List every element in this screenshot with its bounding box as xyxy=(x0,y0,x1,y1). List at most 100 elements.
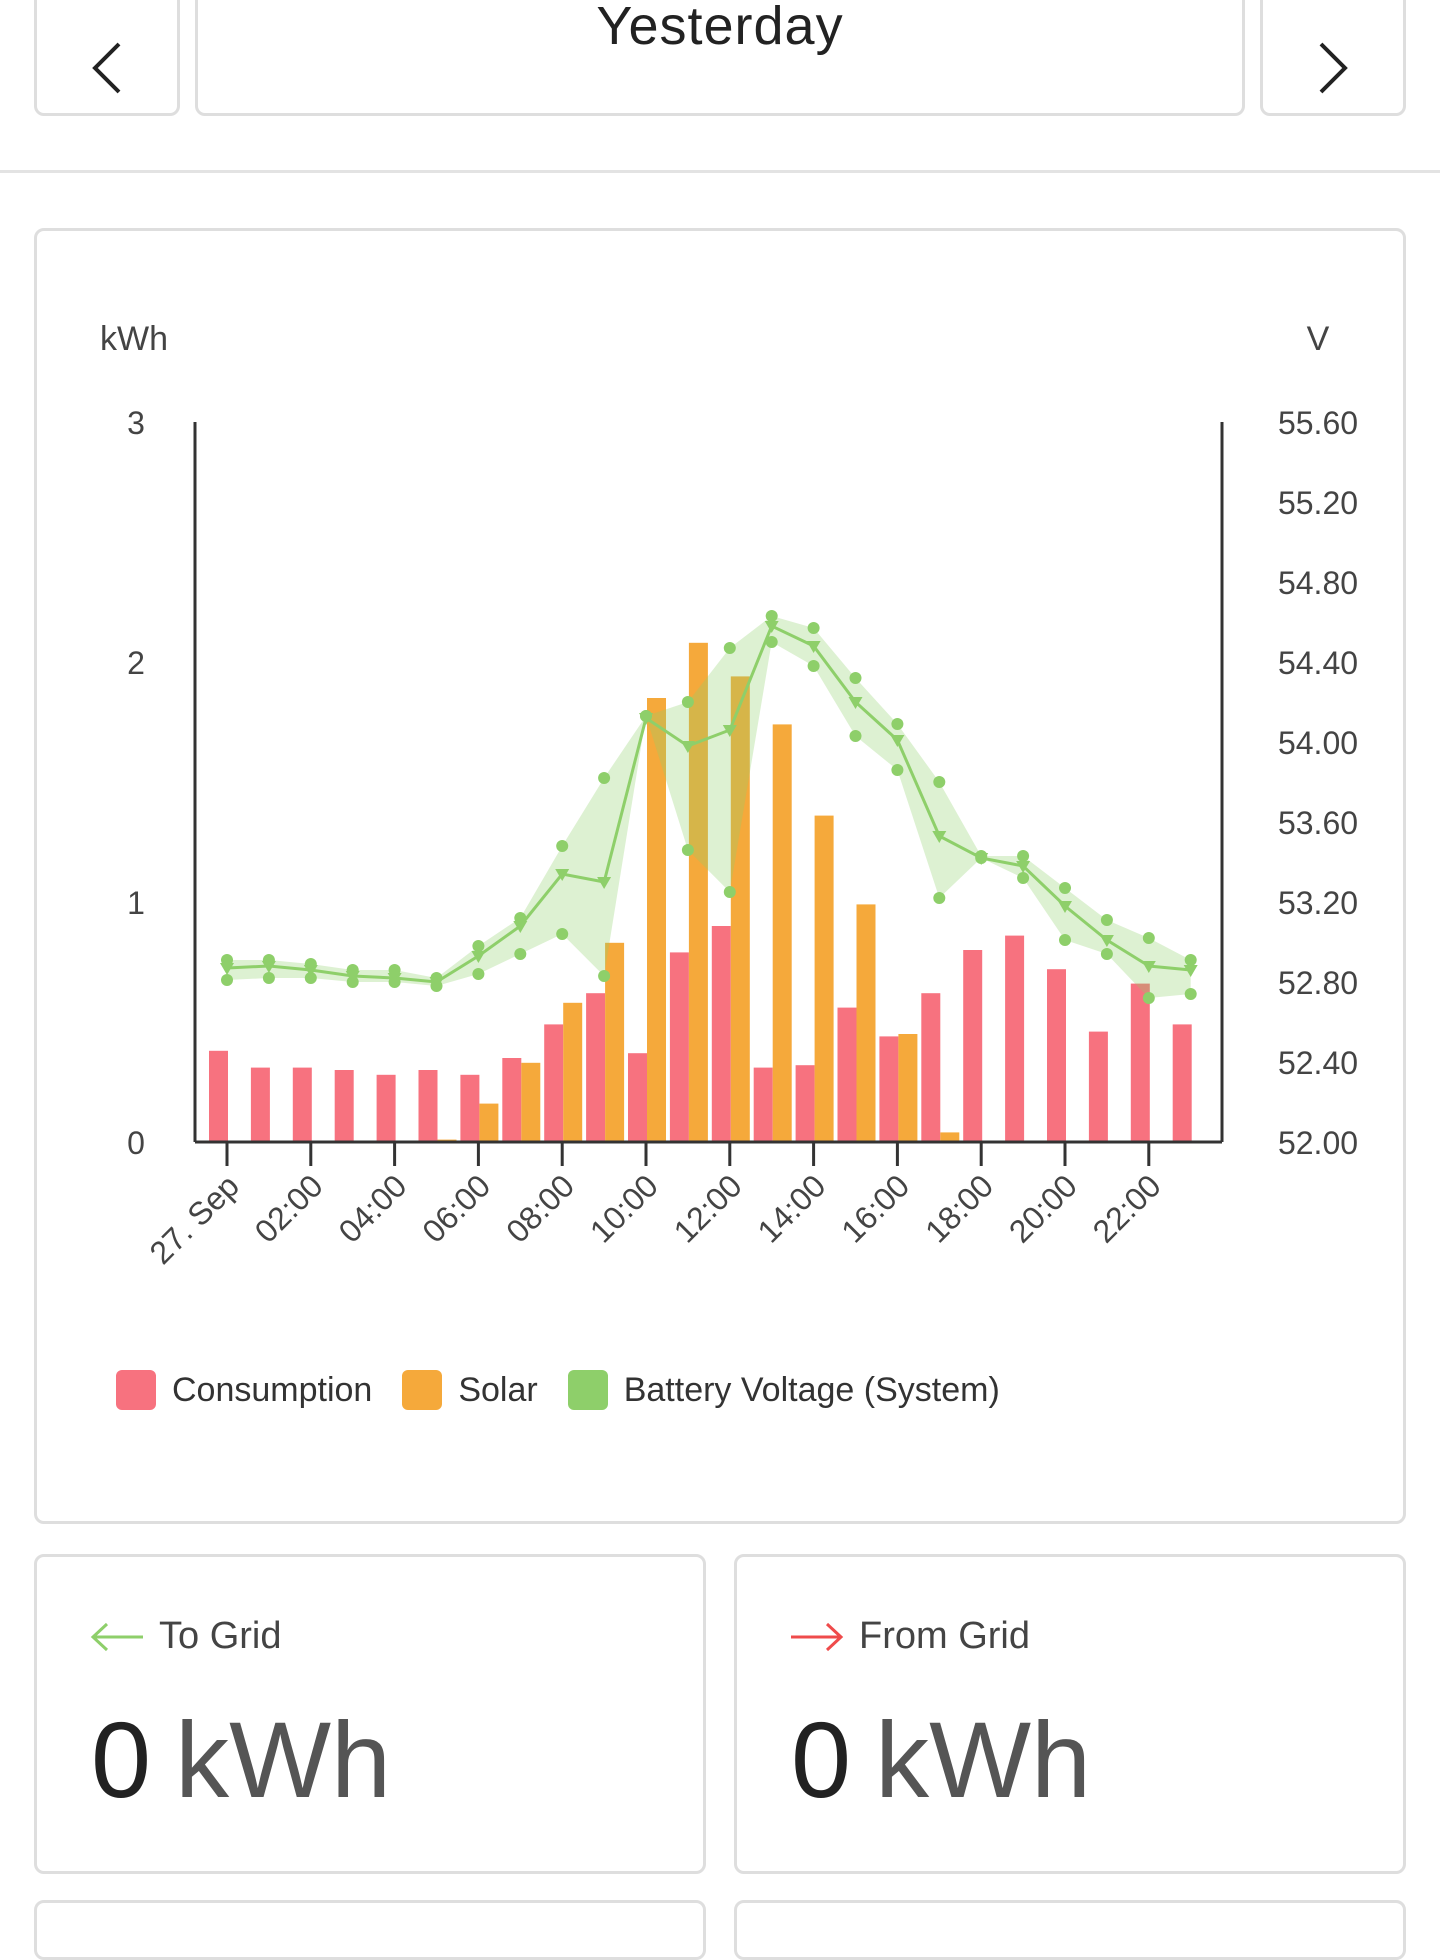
left-axis-unit: kWh xyxy=(100,320,168,358)
battery-voltage-avg-point xyxy=(1058,901,1072,913)
legend-label-consumption: Consumption xyxy=(172,1370,373,1409)
date-selector[interactable]: Yesterday xyxy=(195,0,1245,116)
solar-bar xyxy=(772,724,792,1142)
x-axis-tick-label: 10:00 xyxy=(583,1167,665,1249)
battery-voltage-line xyxy=(226,623,1191,984)
battery-voltage-avg-point xyxy=(1016,861,1031,873)
consumption-bar xyxy=(502,1058,522,1142)
from-grid-number: 0 xyxy=(791,1699,852,1820)
battery-voltage-min-point xyxy=(849,730,862,742)
x-axis-tick-label: 08:00 xyxy=(499,1167,581,1249)
battery-voltage-max-point xyxy=(1142,932,1155,944)
battery-voltage-max-point xyxy=(891,718,904,730)
battery-voltage-avg-point xyxy=(387,973,402,985)
consumption-bar xyxy=(544,1024,564,1142)
right-axis-tick-label: 55.20 xyxy=(1278,485,1358,521)
battery-voltage-avg-point xyxy=(974,853,989,865)
from-grid-card[interactable]: From Grid 0 kWh xyxy=(734,1554,1406,1874)
right-axis-tick-label: 53.20 xyxy=(1278,885,1358,921)
to-grid-value: 0 kWh xyxy=(91,1697,391,1822)
right-axis-tick-label: 54.40 xyxy=(1278,645,1358,681)
legend-item-battery-voltage[interactable]: Battery Voltage (System) xyxy=(567,1370,1000,1410)
right-axis-tick-label: 52.40 xyxy=(1278,1045,1358,1081)
previous-day-button[interactable] xyxy=(34,0,180,116)
battery-voltage-max-point xyxy=(681,696,694,708)
battery-voltage-min-point xyxy=(891,764,904,776)
legend-item-consumption[interactable]: Consumption xyxy=(116,1370,372,1410)
x-axis-tick-label: 14:00 xyxy=(750,1167,832,1249)
solar-bar xyxy=(940,1132,960,1142)
to-grid-unit: kWh xyxy=(175,1699,392,1820)
to-grid-number: 0 xyxy=(91,1699,152,1820)
battery-voltage-avg-point xyxy=(806,641,821,653)
battery-voltage-max-point xyxy=(1059,882,1071,894)
chart-legend: Consumption Solar Battery Voltage (Syste… xyxy=(116,1370,1030,1410)
battery-voltage-min-point xyxy=(556,928,569,940)
battery-voltage-min-point xyxy=(221,974,233,986)
x-axis-tick-label: 04:00 xyxy=(331,1167,413,1249)
solar-bar xyxy=(856,904,876,1142)
right-axis-tick-label: 54.80 xyxy=(1278,565,1358,601)
consumption-bar xyxy=(250,1067,270,1142)
battery-voltage-max-point xyxy=(933,776,946,788)
battery-voltage-avg-point xyxy=(1141,961,1156,973)
consumption-bar xyxy=(209,1050,228,1142)
battery-voltage-max-point xyxy=(598,772,611,784)
left-axis-tick-label: 0 xyxy=(127,1125,145,1161)
right-axis-tick-label: 54.00 xyxy=(1278,725,1358,761)
battery-voltage-min-point xyxy=(723,886,736,898)
battery-voltage-min-point xyxy=(304,972,317,984)
consumption-bar xyxy=(460,1074,480,1142)
chart-card xyxy=(34,228,1406,1524)
solar-swatch xyxy=(402,1370,443,1410)
to-grid-label: To Grid xyxy=(159,1615,282,1657)
next-card-left[interactable] xyxy=(34,1900,706,1960)
consumption-bar xyxy=(921,993,941,1142)
battery-voltage-range-band xyxy=(227,616,1191,998)
consumption-bar xyxy=(376,1074,396,1142)
battery-voltage-avg-point xyxy=(471,951,486,963)
consumption-bar xyxy=(1172,1024,1192,1142)
left-axis-tick-label: 2 xyxy=(127,645,145,681)
solar-bar xyxy=(688,642,708,1142)
solar-bar xyxy=(647,698,666,1142)
consumption-bar xyxy=(669,952,689,1142)
consumption-bar xyxy=(879,1036,899,1142)
battery-voltage-avg-point xyxy=(722,725,737,737)
battery-voltage-min-point xyxy=(933,892,946,904)
battery-voltage-swatch xyxy=(567,1370,608,1410)
battery-voltage-max-point xyxy=(849,672,862,684)
battery-voltage-min-point xyxy=(514,948,527,960)
battery-voltage-avg-point xyxy=(1099,935,1114,947)
battery-voltage-min-point xyxy=(1184,988,1197,1000)
battery-voltage-avg-point xyxy=(639,713,653,725)
battery-voltage-avg-point xyxy=(429,977,444,989)
to-grid-card[interactable]: To Grid 0 kWh xyxy=(34,1554,706,1874)
battery-voltage-min-point xyxy=(1059,934,1071,946)
consumption-bar xyxy=(711,926,731,1142)
from-grid-value: 0 kWh xyxy=(791,1697,1091,1822)
battery-voltage-max-point xyxy=(807,622,820,634)
arrow-right-icon xyxy=(791,1622,844,1651)
battery-voltage-min-point xyxy=(1142,992,1155,1004)
x-axis-tick-label: 22:00 xyxy=(1086,1167,1168,1249)
date-label: Yesterday xyxy=(596,0,844,56)
battery-voltage-max-point xyxy=(472,940,485,952)
battery-voltage-avg-point xyxy=(1183,965,1198,977)
x-axis-tick-label: 12:00 xyxy=(667,1167,749,1249)
next-day-button[interactable] xyxy=(1260,0,1406,116)
consumption-bar xyxy=(418,1070,438,1142)
battery-voltage-max-point xyxy=(1100,914,1113,926)
legend-item-solar[interactable]: Solar xyxy=(402,1370,538,1410)
battery-voltage-min-point xyxy=(598,970,611,982)
x-axis-tick-label: 02:00 xyxy=(248,1167,330,1249)
battery-voltage-avg-point xyxy=(932,831,947,843)
solar-bar xyxy=(605,942,625,1142)
consumption-bar xyxy=(837,1007,857,1142)
battery-voltage-min-point xyxy=(681,844,694,856)
consumption-bar xyxy=(795,1065,815,1142)
consumption-bar xyxy=(628,1053,647,1142)
energy-chart: kWh V 0 1 2 3 52.00 52.40 52.80 53.20 53.60 54.00… xyxy=(100,320,1358,1271)
next-card-right[interactable] xyxy=(734,1900,1406,1960)
arrow-left-icon xyxy=(90,1622,143,1651)
